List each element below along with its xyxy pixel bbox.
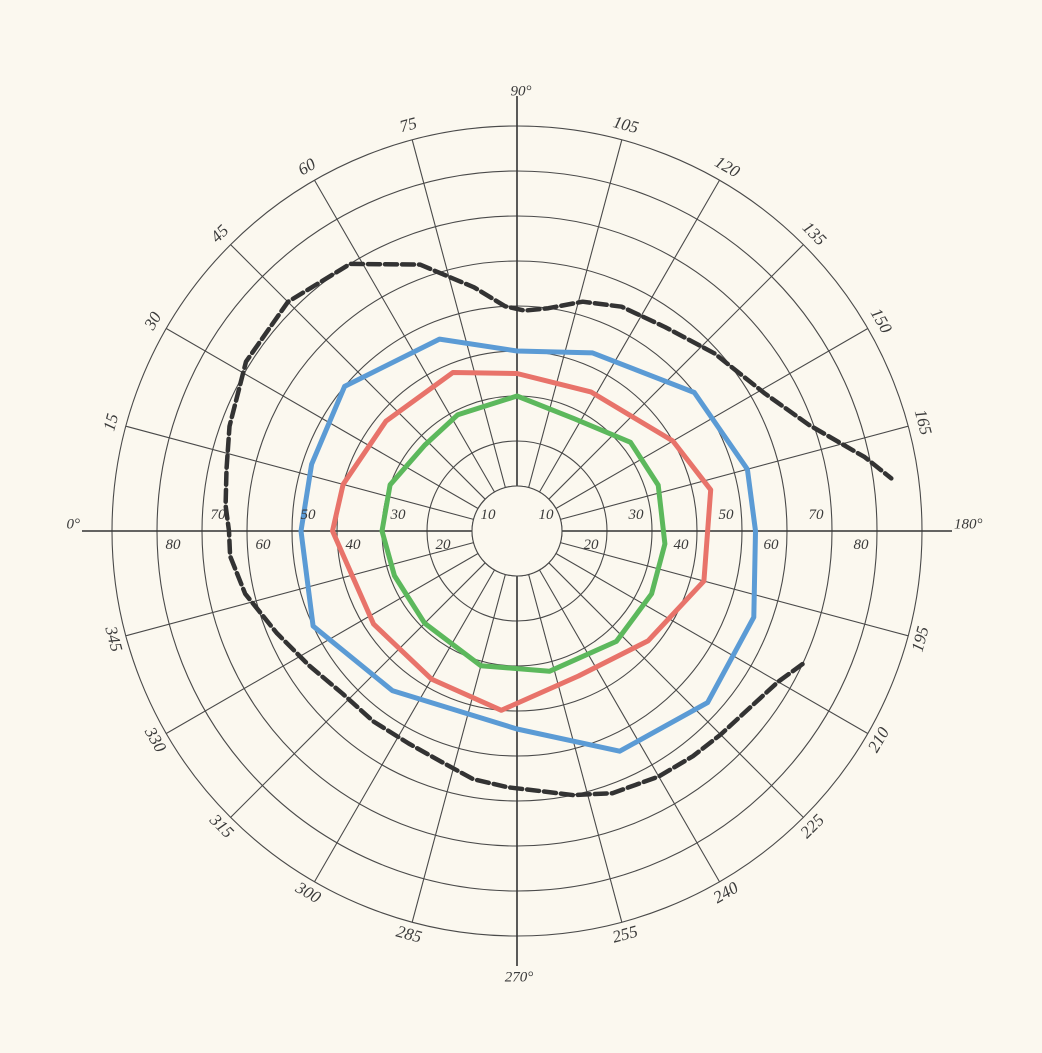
radial-tick-label: 30 bbox=[390, 507, 407, 523]
radial-tick-label: 60 bbox=[256, 537, 272, 553]
spoke-105 bbox=[528, 139, 623, 488]
angle-tick-label: 105 bbox=[611, 112, 641, 137]
angle-tick-label: 345 bbox=[101, 623, 126, 654]
spoke-60 bbox=[314, 179, 495, 493]
angle-tick-label: 255 bbox=[610, 922, 640, 947]
radial-tick-label: 10 bbox=[539, 507, 555, 523]
radial-tick-label: 70 bbox=[809, 507, 825, 523]
radial-tick-label: 20 bbox=[584, 537, 600, 553]
spoke-345 bbox=[125, 542, 474, 637]
spoke-45 bbox=[230, 244, 486, 500]
center-hub bbox=[471, 485, 563, 577]
angle-tick-label: 60 bbox=[295, 154, 320, 179]
spoke-195 bbox=[560, 542, 909, 637]
radial-tick-label: 80 bbox=[854, 537, 870, 553]
spoke-315 bbox=[230, 562, 486, 818]
radial-tick-label: 60 bbox=[764, 537, 780, 553]
spoke-120 bbox=[539, 179, 720, 493]
spoke-300 bbox=[314, 569, 495, 883]
spoke-15 bbox=[125, 425, 474, 520]
angle-tick-label: 120 bbox=[712, 152, 744, 181]
angle-tick-label: 210 bbox=[864, 723, 893, 755]
polar-grid bbox=[82, 96, 952, 966]
radial-tick-label: 70 bbox=[211, 507, 227, 523]
spoke-165 bbox=[560, 425, 909, 520]
series-line-1 bbox=[298, 336, 758, 754]
angle-tick-label: 150 bbox=[867, 305, 896, 337]
spoke-210 bbox=[555, 553, 869, 734]
angle-tick-label: 195 bbox=[908, 624, 933, 654]
radial-tick-label: 50 bbox=[301, 507, 317, 523]
spoke-75 bbox=[411, 139, 506, 488]
axis-label-0: 0° bbox=[67, 516, 81, 532]
angle-tick-label: 300 bbox=[292, 877, 325, 907]
angle-tick-label: 15 bbox=[99, 412, 122, 433]
angle-tick-label: 45 bbox=[207, 221, 232, 246]
angle-tick-label: 330 bbox=[140, 723, 170, 756]
spoke-240 bbox=[539, 569, 720, 883]
radial-tick-label: 20 bbox=[436, 537, 452, 553]
series-dashed-outline bbox=[223, 261, 894, 798]
radial-tick-label: 50 bbox=[719, 507, 735, 523]
radial-tick-label: 80 bbox=[166, 537, 182, 553]
spoke-330 bbox=[165, 553, 479, 734]
series-line-2 bbox=[330, 370, 714, 713]
radial-tick-label: 30 bbox=[628, 507, 645, 523]
axis-label-270: 270° bbox=[505, 969, 534, 985]
spoke-255 bbox=[528, 574, 623, 923]
angle-tick-label: 240 bbox=[710, 878, 742, 907]
spoke-135 bbox=[548, 244, 804, 500]
spoke-285 bbox=[411, 574, 506, 923]
angle-tick-label: 285 bbox=[394, 922, 424, 947]
spoke-30 bbox=[165, 328, 479, 509]
radial-tick-label: 10 bbox=[481, 507, 497, 523]
series-line-3 bbox=[379, 393, 668, 674]
axis-label-90: 90° bbox=[511, 83, 532, 99]
angle-tick-label: 165 bbox=[911, 407, 936, 437]
spoke-225 bbox=[548, 562, 804, 818]
axis-label-180: 180° bbox=[954, 516, 983, 532]
angle-tick-label: 30 bbox=[140, 308, 166, 334]
radial-tick-label: 40 bbox=[346, 537, 362, 553]
radial-tick-label: 40 bbox=[674, 537, 690, 553]
series-layer bbox=[223, 261, 894, 798]
angle-tick-label: 75 bbox=[398, 113, 419, 136]
